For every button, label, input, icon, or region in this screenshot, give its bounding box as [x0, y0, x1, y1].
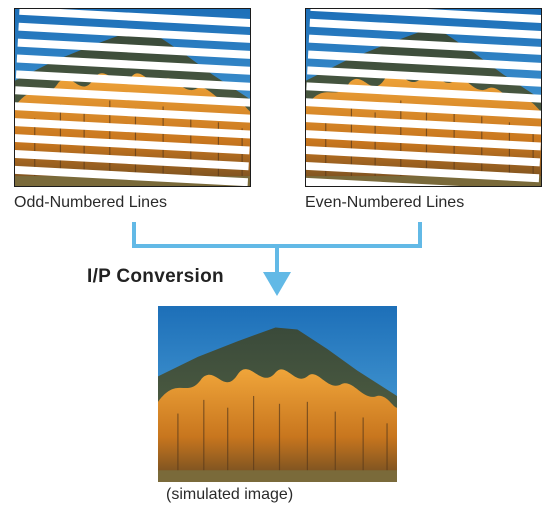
interlace-gap-line: [309, 18, 541, 40]
interlace-gap-line: [15, 133, 250, 155]
interlace-gap-line: [16, 54, 250, 75]
interlace-gap-line: [306, 145, 541, 167]
interlace-gap-line: [306, 177, 539, 186]
progressive-result-image: [158, 306, 397, 482]
interlace-gaps-odd: [15, 9, 250, 186]
even-lines-field-image: [305, 8, 542, 187]
ip-conversion-label: I/P Conversion: [87, 266, 224, 287]
odd-lines-field-image: [14, 8, 251, 187]
odd-lines-label: Odd-Numbered Lines: [14, 194, 167, 211]
interlace-gap-line: [15, 70, 250, 91]
interlace-gap-line: [307, 50, 541, 71]
interlace-gap-line: [306, 114, 541, 135]
interlace-gap-line: [310, 9, 541, 24]
interlace-gap-line: [15, 149, 249, 171]
even-lines-label: Even-Numbered Lines: [305, 194, 465, 211]
interlace-gap-line: [306, 129, 541, 151]
interlace-gap-line: [306, 161, 540, 183]
interlace-gap-line: [308, 34, 541, 56]
interlace-gap-line: [15, 86, 250, 107]
interlace-gap-line: [15, 165, 249, 186]
interlace-gaps-even: [306, 9, 541, 186]
interlace-gap-line: [306, 98, 541, 119]
interlace-gap-line: [15, 102, 250, 123]
interlace-gap-line: [306, 82, 541, 103]
interlace-gap-line: [307, 66, 541, 87]
interlace-gap-line: [17, 38, 250, 60]
interlace-gap-line: [15, 118, 250, 139]
interlace-gap-line: [18, 22, 250, 44]
simulated-image-caption: (simulated image): [166, 486, 294, 503]
interlace-gap-line: [19, 9, 250, 28]
